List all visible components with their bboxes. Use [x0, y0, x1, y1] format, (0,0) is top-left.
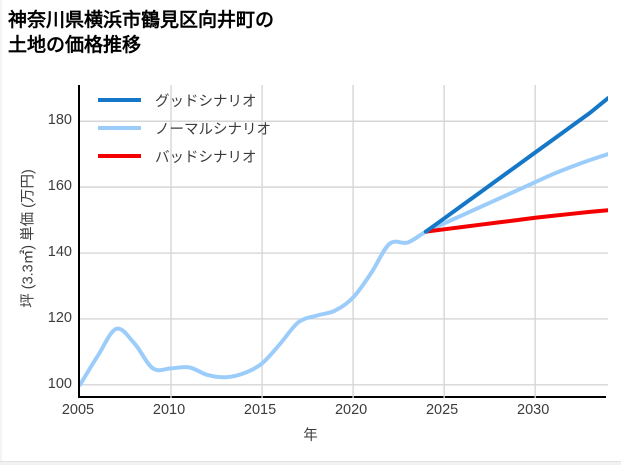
legend-item[interactable]: ノーマルシナリオ	[98, 118, 271, 138]
x-axis-title: 年	[303, 428, 318, 444]
page-left-edge	[0, 0, 2, 465]
plot-area	[78, 85, 608, 398]
x-tick-label: 2025	[425, 402, 459, 418]
legend-label: グッドシナリオ	[155, 93, 257, 110]
chart-svg	[80, 85, 608, 398]
x-tick-label: 2005	[61, 402, 95, 418]
x-tick-label: 2015	[243, 402, 277, 418]
legend-item[interactable]: バッドシナリオ	[98, 146, 271, 166]
legend-item[interactable]: グッドシナリオ	[98, 90, 271, 110]
chart-title: 神奈川県横浜市鶴見区向井町の 土地の価格推移	[8, 10, 275, 56]
legend-color-swatch	[98, 154, 141, 158]
x-tick-label: 2010	[152, 402, 186, 418]
chart-legend: グッドシナリオ ノーマルシナリオ バッドシナリオ	[98, 90, 271, 166]
x-tick-label: 2030	[517, 402, 550, 418]
page-bottom-edge	[0, 461, 621, 465]
series-line	[423, 208, 608, 234]
legend-label: ノーマルシナリオ	[155, 121, 271, 138]
legend-color-swatch	[98, 98, 141, 102]
legend-color-swatch	[98, 126, 141, 130]
y-axis-title: 坪 (3.3㎡) 単価 (万円)	[20, 169, 37, 308]
x-tick-label: 2020	[334, 402, 368, 418]
series-line	[80, 152, 608, 387]
series-line	[423, 96, 608, 234]
legend-label: バッドシナリオ	[155, 149, 257, 166]
